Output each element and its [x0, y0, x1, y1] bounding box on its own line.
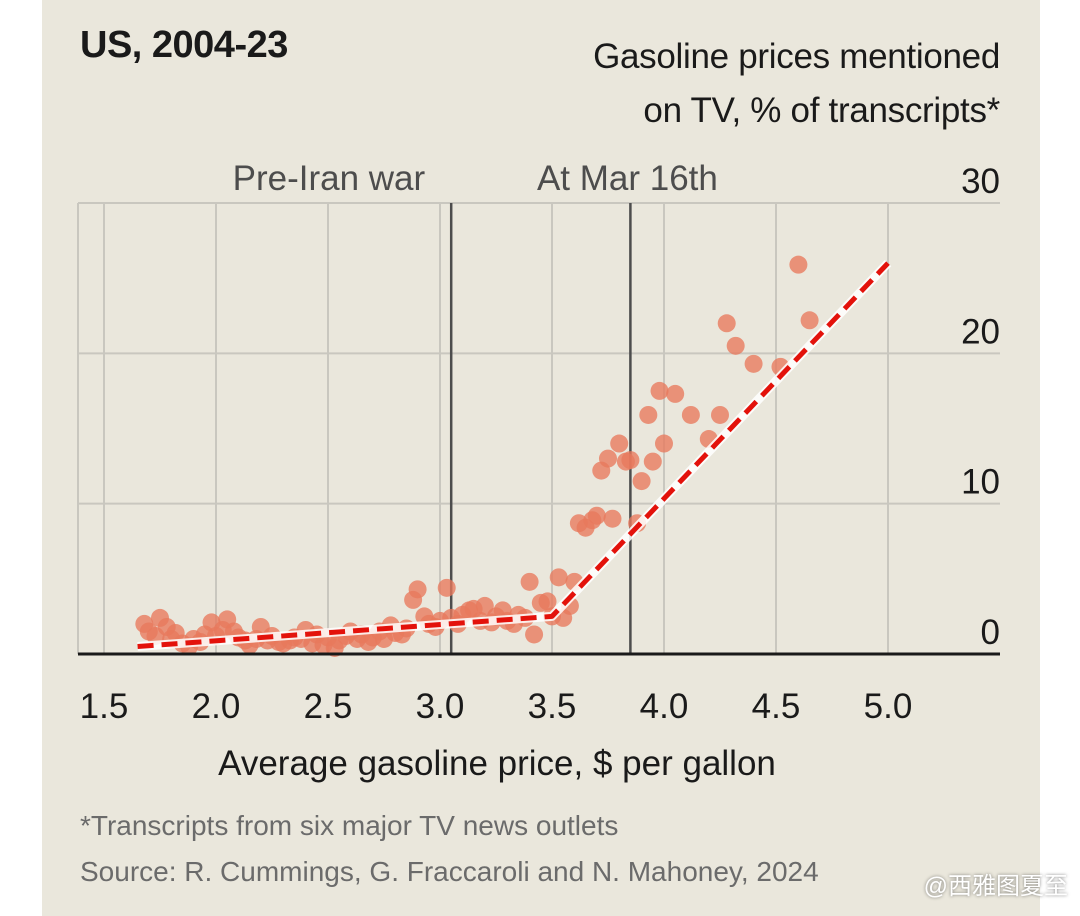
x-tick-label: 4.0 [640, 687, 689, 726]
reference-line-label: Pre-Iran war [233, 159, 426, 198]
data-point [681, 405, 700, 424]
data-point [525, 625, 544, 644]
footnote: *Transcripts from six major TV news outl… [80, 810, 619, 841]
reference-lines-layer [449, 203, 632, 654]
x-axis-label: Average gasoline price, $ per gallon [218, 744, 776, 783]
data-point [639, 405, 658, 424]
scatter-chart: 1.5 2.0 2.5 3.0 3.5 4.0 4.5 5.0 0 10 20 30 Pre-Iran … [77, 159, 1000, 726]
grid-layer [77, 202, 1000, 654]
x-tick-label: 3.0 [416, 687, 465, 726]
data-point [603, 509, 622, 528]
watermark: @西雅图夏至 [923, 873, 1068, 900]
x-tick-label: 1.5 [80, 687, 129, 726]
data-point [437, 578, 456, 597]
data-point [650, 381, 669, 400]
data-point [632, 472, 651, 491]
trend-layer [137, 259, 892, 651]
data-point [789, 255, 808, 274]
trend-line [137, 261, 890, 649]
data-point [744, 354, 763, 373]
y-tick-label: 20 [961, 312, 1000, 351]
data-point [538, 592, 557, 611]
data-point [621, 451, 640, 470]
data-point [717, 314, 736, 333]
x-tick-label: 5.0 [864, 687, 913, 726]
subtitle-line-2: on TV, % of transcripts* [643, 91, 1000, 130]
data-point [475, 596, 494, 615]
x-tick-label: 2.5 [304, 687, 353, 726]
data-point [599, 449, 617, 468]
x-tick-label: 4.5 [752, 687, 801, 726]
x-tick-label: 3.5 [528, 687, 577, 726]
x-tick-label: 2.0 [192, 687, 241, 726]
reference-line-label: At Mar 16th [537, 159, 718, 198]
chart-subtitle: Gasoline prices mentioned on TV, % of tr… [593, 30, 1000, 138]
data-point [643, 452, 662, 471]
y-tick-label: 0 [981, 613, 1000, 652]
points-layer [135, 255, 819, 657]
data-point [610, 434, 629, 453]
data-point [549, 568, 568, 587]
data-point [726, 336, 745, 355]
y-tick-label: 30 [961, 162, 1000, 201]
chart-panel: US, 2004-23 Gasoline prices mentioned on… [42, 0, 1040, 916]
tick-labels-layer: 1.5 2.0 2.5 3.0 3.5 4.0 4.5 5.0 0 10 20 30 Pre-Iran … [80, 159, 1000, 726]
data-point [408, 580, 427, 599]
data-point [655, 434, 673, 453]
data-point [587, 506, 606, 525]
data-point [711, 405, 729, 424]
chart-title: US, 2004-23 [80, 24, 288, 66]
subtitle-line-1: Gasoline prices mentioned [593, 37, 1000, 76]
data-point [800, 311, 819, 330]
source-note: Source: R. Cummings, G. Fraccaroli and N… [80, 856, 819, 887]
y-tick-label: 10 [961, 463, 1000, 502]
data-point [520, 572, 539, 591]
data-point [666, 384, 685, 403]
